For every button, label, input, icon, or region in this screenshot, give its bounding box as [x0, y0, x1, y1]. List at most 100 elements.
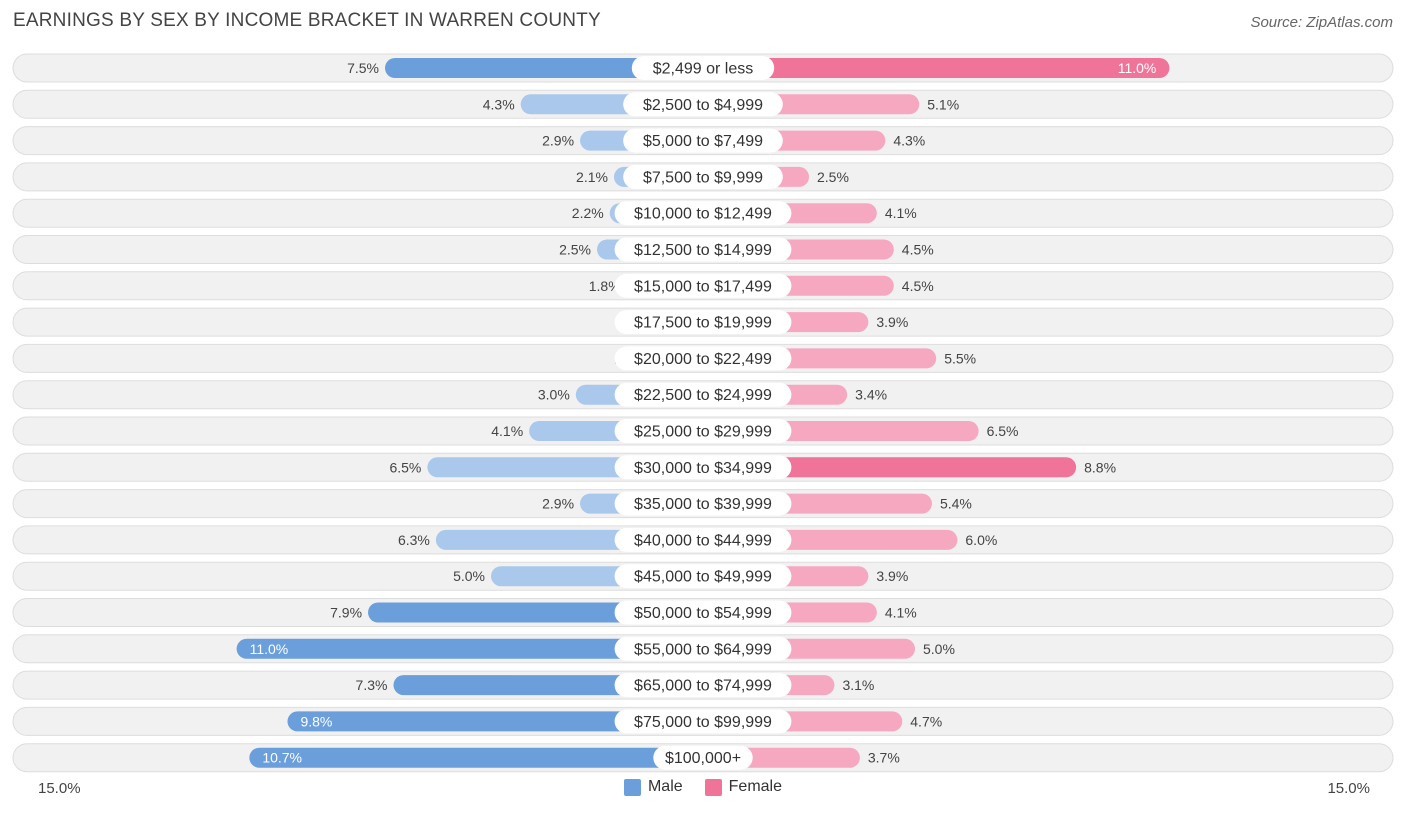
- male-value-label: 5.0%: [453, 568, 485, 584]
- female-value-label: 3.7%: [868, 750, 900, 766]
- female-value-label: 11.0%: [1118, 60, 1157, 76]
- legend-label-female: Female: [728, 778, 783, 795]
- chart-title: EARNINGS BY SEX BY INCOME BRACKET IN WAR…: [13, 10, 601, 31]
- category-label: $55,000 to $64,999: [634, 641, 772, 658]
- category-label: $10,000 to $12,499: [634, 206, 772, 223]
- axis-right-label: 15.0%: [1327, 780, 1370, 797]
- category-label: $40,000 to $44,999: [634, 532, 772, 549]
- bar-row: 7.9% 4.1% $50,000 to $54,999: [12, 598, 1394, 627]
- female-value-label: 4.1%: [885, 205, 917, 221]
- bar-row: 11.0% 5.0% $55,000 to $64,999: [12, 634, 1394, 664]
- male-value-label: 7.9%: [330, 605, 362, 621]
- category-label: $17,500 to $19,999: [634, 315, 772, 332]
- category-pill: [614, 709, 792, 734]
- category-label: $2,500 to $4,999: [643, 97, 763, 114]
- female-value-label: 5.1%: [927, 96, 959, 112]
- male-bar: [287, 711, 703, 732]
- bar-row: 2.9% 5.4% $35,000 to $39,999: [12, 489, 1394, 519]
- female-value-label: 6.5%: [987, 423, 1019, 439]
- category-pill: [614, 455, 792, 480]
- category-pill: [614, 201, 792, 226]
- male-value-label: 4.3%: [483, 96, 515, 112]
- legend-item-female[interactable]: Female: [704, 778, 783, 796]
- female-bar: [703, 457, 1077, 478]
- male-value-label: 3.0%: [538, 387, 570, 403]
- male-value-label: 6.5%: [389, 459, 421, 475]
- category-pill: [614, 491, 792, 516]
- category-label: $100,000+: [665, 750, 741, 767]
- female-value-label: 4.5%: [902, 278, 934, 294]
- male-value-label: 4.1%: [491, 423, 523, 439]
- male-value-label: 2.2%: [572, 205, 604, 221]
- bar-row: 3.0% 3.4% $22,500 to $24,999: [12, 380, 1394, 410]
- category-label: $45,000 to $49,999: [634, 569, 772, 586]
- bar-row: 4.3% 5.1% $2,500 to $4,999: [12, 89, 1394, 119]
- legend: Male Female: [0, 778, 1406, 796]
- bar-row: 9.8% 4.7% $75,000 to $99,999: [12, 706, 1394, 736]
- category-pill: [614, 564, 792, 589]
- male-value-label: 2.9%: [542, 496, 574, 512]
- category-pill: [631, 56, 775, 80]
- category-pill: [614, 419, 792, 443]
- bar-row: 1.2%5.5%$20,000 to $22,499: [12, 343, 1394, 373]
- category-pill: [614, 382, 792, 407]
- female-value-label: 5.4%: [940, 496, 972, 512]
- category-label: $30,000 to $34,999: [634, 460, 772, 477]
- category-pill: [623, 92, 783, 117]
- male-value-label: 10.7%: [262, 750, 302, 766]
- female-value-label: 6.0%: [965, 532, 997, 548]
- bar-row: 7.5% 11.0% $2,499 or less: [12, 53, 1394, 83]
- male-value-label: 2.5%: [559, 242, 591, 258]
- category-pill: [653, 745, 753, 770]
- female-value-label: 5.5%: [944, 350, 976, 366]
- category-pill: [614, 527, 792, 552]
- female-value-label: 4.5%: [902, 242, 934, 258]
- bar-row: 2.2% 4.1% $10,000 to $12,499: [12, 198, 1394, 228]
- male-value-label: 2.9%: [542, 133, 574, 149]
- category-pill: [614, 636, 792, 661]
- category-label: $25,000 to $29,999: [634, 424, 772, 441]
- female-value-label: 4.7%: [910, 713, 942, 729]
- female-value-label: 3.9%: [876, 568, 908, 584]
- axis-left-label: 15.0%: [38, 780, 81, 797]
- category-pill: [623, 128, 783, 153]
- male-value-label: 1.8%: [589, 278, 621, 294]
- male-value-label: 9.8%: [300, 713, 332, 729]
- category-pill: [623, 164, 783, 189]
- category-label: $20,000 to $22,499: [634, 351, 772, 368]
- bar-row: 6.3% 6.0% $40,000 to $44,999: [12, 525, 1394, 555]
- female-value-label: 3.9%: [876, 314, 908, 330]
- legend-item-male[interactable]: Male: [623, 778, 683, 796]
- male-bar: [249, 747, 703, 768]
- category-label: $7,500 to $9,999: [643, 169, 763, 186]
- bar-row: 5.0% 3.9% $45,000 to $49,999: [12, 561, 1394, 591]
- legend-swatch-male: [623, 778, 641, 796]
- bar-row: 6.5% 8.8% $30,000 to $34,999: [12, 452, 1394, 482]
- female-value-label: 2.5%: [817, 169, 849, 185]
- bar-row: 2.9% 4.3% $5,000 to $7,499: [12, 126, 1394, 156]
- category-label: $5,000 to $7,499: [643, 133, 763, 150]
- female-value-label: 3.1%: [842, 677, 874, 693]
- female-value-label: 8.8%: [1084, 459, 1116, 475]
- male-bar: [385, 58, 703, 78]
- male-value-label: 7.3%: [356, 677, 388, 693]
- male-value-label: 7.5%: [347, 60, 379, 76]
- category-label: $22,500 to $24,999: [634, 387, 772, 404]
- legend-swatch-female: [704, 778, 722, 796]
- male-value-label: 6.3%: [398, 532, 430, 548]
- bar-row: 2.1% 2.5% $7,500 to $9,999: [12, 162, 1394, 192]
- category-pill: [614, 673, 792, 698]
- male-value-label: 2.1%: [576, 169, 608, 185]
- category-pill: [614, 310, 792, 335]
- category-label: $2,499 or less: [653, 61, 754, 78]
- female-value-label: 4.3%: [893, 133, 925, 149]
- male-value-label: 11.0%: [250, 641, 289, 657]
- category-label: $65,000 to $74,999: [634, 678, 772, 695]
- female-value-label: 3.4%: [855, 387, 887, 403]
- bar-row: 2.5% 4.5% $12,500 to $14,999: [12, 235, 1394, 264]
- category-pill: [614, 346, 792, 371]
- category-label: $35,000 to $39,999: [634, 496, 772, 513]
- category-label: $50,000 to $54,999: [634, 605, 772, 622]
- legend-label-male: Male: [647, 778, 683, 795]
